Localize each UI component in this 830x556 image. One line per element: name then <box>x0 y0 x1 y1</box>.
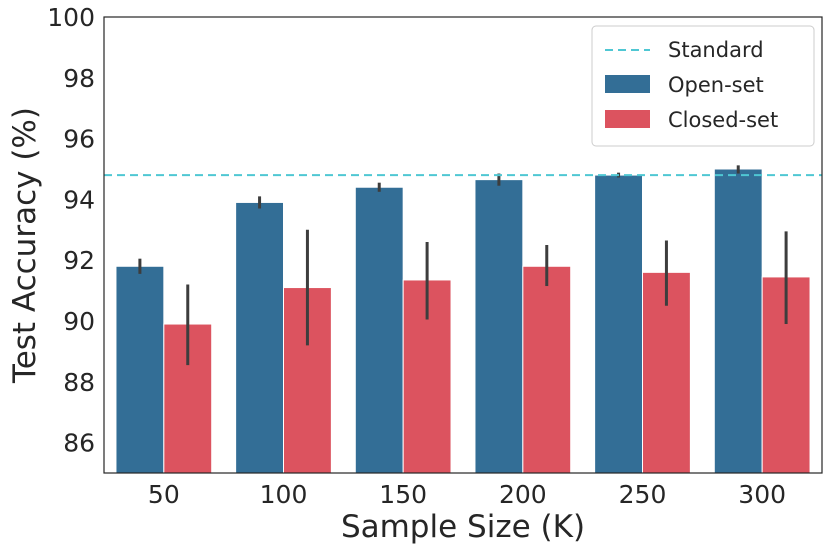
error-bars-group <box>138 165 788 366</box>
open-set-bar-300 <box>713 168 763 474</box>
y-tick-86: 86 <box>63 429 95 458</box>
open-set-bar-100 <box>235 201 284 474</box>
x-tick-150: 150 <box>379 480 427 509</box>
x-tick-labels: 50 100 150 200 250 300 <box>148 480 786 509</box>
y-tick-90: 90 <box>63 307 95 336</box>
y-tick-92: 92 <box>63 246 95 275</box>
x-tick-50: 50 <box>148 480 180 509</box>
x-tick-200: 200 <box>499 480 547 509</box>
y-tick-94: 94 <box>63 185 95 214</box>
open-set-bar-50 <box>115 265 165 474</box>
y-tick-96: 96 <box>63 125 95 154</box>
y-tick-labels: 86 88 90 92 94 96 98 100 <box>47 3 95 458</box>
open-set-bar-250 <box>594 174 644 474</box>
open-set-bar-200 <box>474 179 524 474</box>
y-tick-100: 100 <box>47 3 95 32</box>
x-tick-300: 300 <box>738 480 786 509</box>
open-set-bar-150 <box>354 186 404 474</box>
x-axis-label: Sample Size (K) <box>341 509 585 545</box>
legend-standard-label: Standard <box>668 38 764 62</box>
legend-open-set-swatch <box>605 75 650 93</box>
closed-set-bar-200 <box>522 265 572 474</box>
y-axis-label: Test Accuracy (%) <box>7 107 43 384</box>
legend-open-set-label: Open-set <box>668 73 764 97</box>
x-tick-100: 100 <box>260 480 308 509</box>
plot-frame <box>103 16 823 474</box>
legend-closed-set-swatch <box>605 110 650 128</box>
y-tick-88: 88 <box>63 368 95 397</box>
legend-closed-set-label: Closed-set <box>668 108 778 132</box>
legend: Standard Open-set Closed-set <box>591 25 815 147</box>
y-tick-98: 98 <box>63 64 95 93</box>
x-tick-250: 250 <box>619 480 667 509</box>
